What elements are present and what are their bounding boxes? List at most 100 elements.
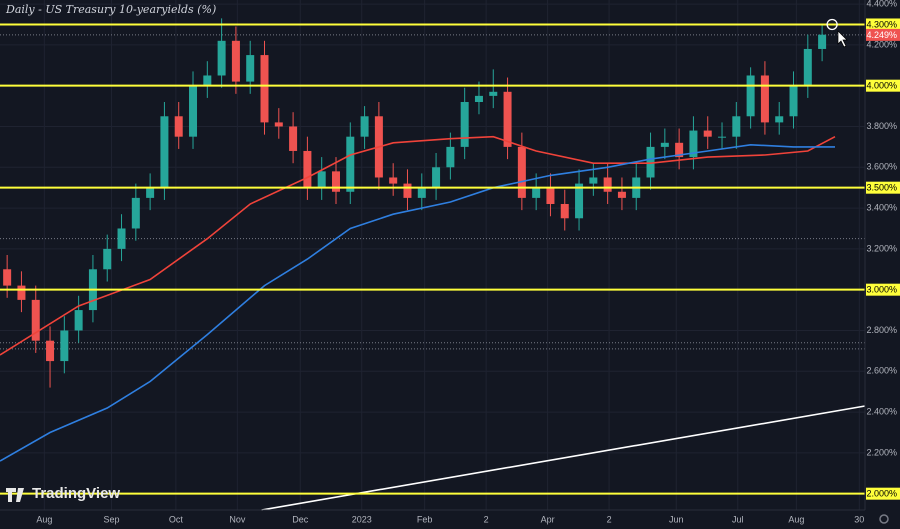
last-price-label: 4.249% [866, 30, 897, 40]
candle-body [74, 310, 83, 331]
candle-body [803, 48, 812, 86]
level-label-box [866, 18, 900, 31]
y-tick-label: 4.200% [866, 39, 897, 49]
x-tick-label: Feb [417, 514, 433, 524]
candle-body [460, 102, 469, 147]
candle-body [231, 40, 240, 82]
candle-body [474, 95, 483, 102]
candle-body [60, 330, 69, 362]
candle-body [117, 228, 126, 249]
level-label: 3.000% [866, 285, 897, 295]
x-tick-label: Sep [104, 514, 120, 524]
candle-body [17, 285, 26, 300]
y-tick-label: 3.600% [866, 162, 897, 172]
candle-body [660, 142, 669, 147]
candle-body [489, 91, 498, 96]
line-series [0, 143, 835, 462]
candle-body [189, 85, 198, 137]
candle-body [546, 187, 555, 204]
candle-body [403, 183, 412, 198]
candle-body [718, 136, 727, 138]
candle-body [575, 183, 584, 219]
candle-body [217, 40, 226, 76]
last-high-marker [826, 18, 838, 31]
candle-body [503, 91, 512, 147]
candle-body [432, 167, 441, 188]
logo [6, 488, 24, 502]
x-tick-label: Jul [732, 514, 744, 524]
candle-body [3, 269, 12, 286]
level-label: 2.000% [866, 489, 897, 499]
candle-body [775, 116, 784, 123]
x-tick-label: Aug [788, 514, 804, 524]
candle-body [818, 34, 827, 49]
candle-body [517, 146, 526, 198]
level-label-box [866, 283, 900, 296]
candle-body [289, 126, 298, 151]
x-tick-label: Apr [541, 514, 555, 524]
x-tick-label: 30 [854, 514, 864, 524]
candle-body [746, 75, 755, 117]
level-label: 3.500% [866, 183, 897, 193]
candle-body [260, 55, 269, 123]
y-tick-label: 2.200% [866, 447, 897, 457]
y-tick-label: 3.200% [866, 243, 897, 253]
line-series [261, 405, 866, 511]
candle-body [131, 197, 140, 229]
candle-body [589, 177, 598, 184]
candle-body [789, 85, 798, 117]
candle-body [389, 177, 398, 184]
candle-body [246, 55, 255, 82]
candle-body [760, 75, 769, 123]
candle-body [646, 146, 655, 178]
y-tick-label: 4.400% [866, 0, 897, 8]
candle-body [617, 191, 626, 198]
y-tick-label: 2.800% [866, 325, 897, 335]
chart-title: Daily - US Treasury 10-yearyields (%) [5, 3, 216, 16]
x-tick-label: Jun [669, 514, 684, 524]
candle-body [174, 116, 183, 137]
candle-body [317, 171, 326, 188]
last-price-box [866, 28, 900, 41]
candle-body [274, 122, 283, 127]
candle-body [703, 130, 712, 137]
x-tick-label: Dec [292, 514, 309, 524]
candle-body [103, 248, 112, 270]
candle-body [203, 75, 212, 86]
candle-body [532, 187, 541, 198]
candle-body [160, 116, 169, 188]
cursor [837, 30, 848, 48]
level-label-box [866, 79, 900, 92]
level-label-box [866, 487, 900, 500]
candle-body [675, 142, 684, 158]
line-series [0, 135, 836, 356]
x-tick-label: Oct [169, 514, 184, 524]
candle-body [732, 116, 741, 137]
candle-body [303, 150, 312, 188]
candle-body [417, 187, 426, 198]
x-tick-label: Aug [36, 514, 52, 524]
candle-body [146, 187, 155, 198]
candle-body [446, 146, 455, 168]
y-tick-label: 3.800% [866, 121, 897, 131]
candle-body [331, 171, 340, 192]
y-tick-label: 2.600% [866, 366, 897, 376]
x-tick-label: 2 [607, 514, 612, 524]
level-label-box [866, 181, 900, 194]
level-label: 4.300% [866, 19, 897, 29]
y-tick-label: 3.400% [866, 202, 897, 212]
candle-body [346, 136, 355, 192]
candle-body [603, 177, 612, 192]
candle-body [46, 340, 55, 362]
candle-body [689, 130, 698, 158]
settings-icon[interactable] [879, 514, 889, 524]
candle-body [360, 116, 369, 137]
watermark: TradingView [32, 485, 120, 502]
candle-body [31, 299, 40, 341]
x-tick-label: 2023 [352, 514, 372, 524]
x-tick-label: 2 [484, 514, 489, 524]
candle-body [560, 204, 569, 219]
level-label: 4.000% [866, 81, 897, 91]
y-tick-label: 2.400% [866, 406, 897, 416]
